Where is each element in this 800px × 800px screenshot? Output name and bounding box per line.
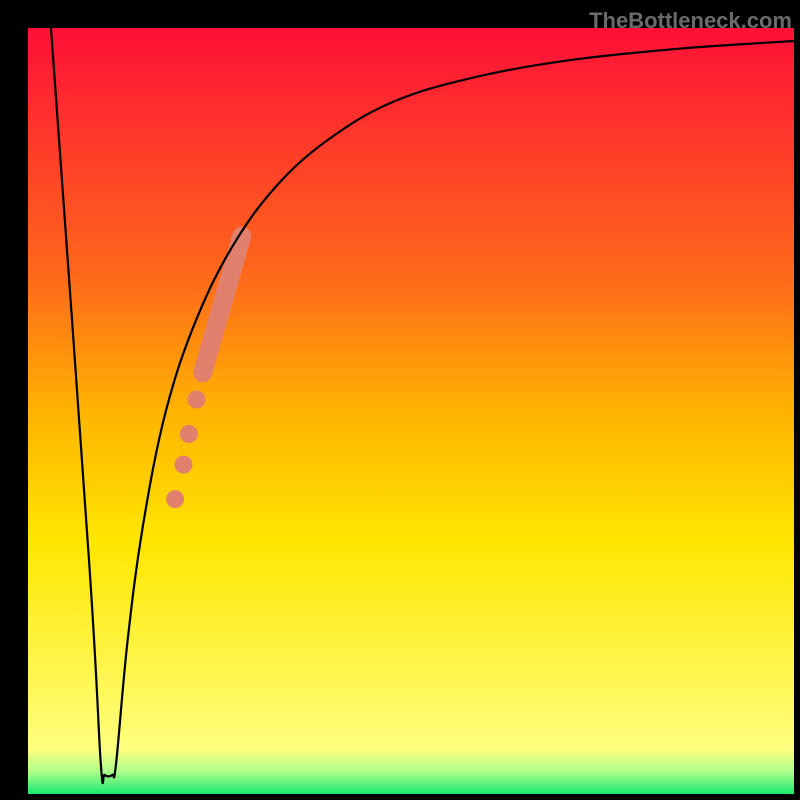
- chart-frame: TheBottleneck.com: [0, 0, 800, 800]
- marker-dot: [188, 391, 206, 409]
- marker-bar: [203, 236, 242, 372]
- marker-dot: [180, 425, 198, 443]
- marker-dot: [174, 456, 192, 474]
- marker-dot: [166, 490, 184, 508]
- curve-layer: [0, 0, 800, 800]
- watermark-text: TheBottleneck.com: [589, 8, 792, 34]
- bottleneck-curve: [51, 28, 794, 783]
